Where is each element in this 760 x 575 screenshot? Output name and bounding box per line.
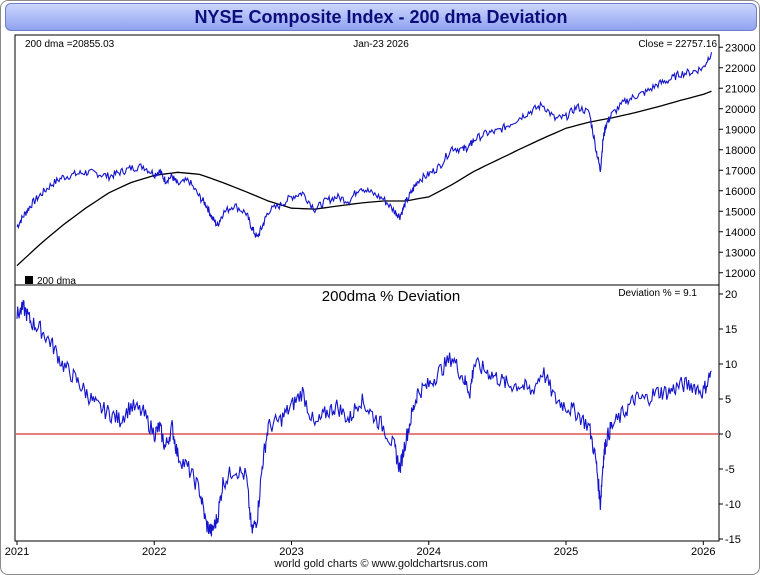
title-bar: NYSE Composite Index - 200 dma Deviation [5,3,757,31]
price-y-tick-label: 20000 [725,104,756,116]
ma-value-label: 200 dma =20855.03 [25,39,115,50]
deviation-panel-frame [14,284,720,542]
deviation-value-label: Deviation % = 9.1 [618,288,697,299]
deviation-line [16,299,712,537]
x-tick-label: 2021 [5,546,29,558]
price-panel-frame [14,34,720,286]
price-y-tick-label: 17000 [725,165,756,177]
x-tick-label: 2026 [691,546,715,558]
price-y-tick-label: 21000 [725,83,756,95]
price-y-tick-label: 13000 [725,247,756,259]
ma-200-line [16,90,712,267]
footer-credit: world gold charts © www.goldchartsrus.co… [274,558,488,570]
deviation-y-tick-label: 5 [725,394,731,406]
x-axis: 2021 2022 2023 2024 2025 2026 [5,541,716,558]
deviation-y-tick-label: 20 [725,289,737,301]
deviation-y-tick-label: -5 [725,464,735,476]
price-y-tick-label: 23000 [725,42,756,54]
price-y-tick-label: 18000 [725,145,756,157]
price-y-tick-label: 14000 [725,227,756,239]
close-value-label: Close = 22757.16 [638,39,717,50]
deviation-y-tick-label: 10 [725,359,737,371]
price-y-axis: 23000 22000 21000 20000 19000 18000 17000 16000… [719,42,756,280]
legend-ma-label: 200 dma [37,276,76,287]
deviation-y-tick-label: 15 [725,324,737,336]
x-tick-label: 2024 [417,546,441,558]
deviation-y-tick-label: -15 [725,534,741,546]
price-y-tick-label: 12000 [725,268,756,280]
x-tick-label: 2022 [142,546,166,558]
deviation-y-tick-label: -10 [725,499,741,511]
price-y-tick-label: 19000 [725,124,756,136]
deviation-y-axis: 20 15 10 5 0 -5 -10 -15 [719,289,741,546]
deviation-y-tick-label: 0 [725,429,731,441]
legend-swatch-ma [25,276,33,284]
x-tick-label: 2025 [554,546,578,558]
deviation-panel-title: 200dma % Deviation [322,288,460,305]
price-y-tick-label: 16000 [725,186,756,198]
price-y-tick-label: 22000 [725,63,756,75]
price-y-tick-label: 15000 [725,206,756,218]
x-tick-label: 2023 [279,546,303,558]
chart-title: NYSE Composite Index - 200 dma Deviation [194,7,568,27]
date-label: Jan-23 2026 [353,39,409,50]
price-line [16,52,713,238]
